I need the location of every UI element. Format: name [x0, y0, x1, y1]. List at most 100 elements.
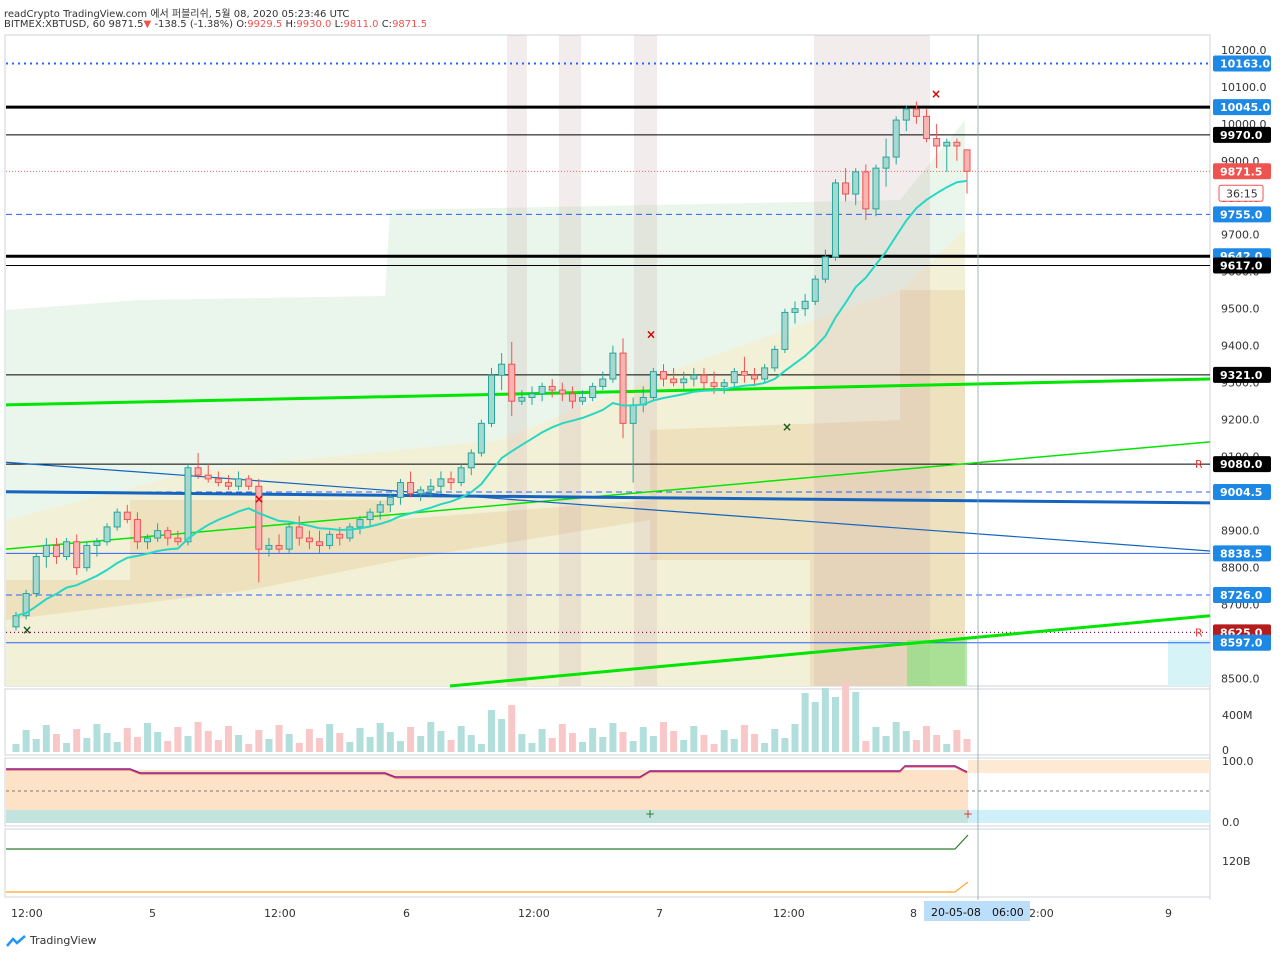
price-label-10045.0[interactable]	[1213, 99, 1271, 116]
price-label-9321.0[interactable]	[1213, 366, 1271, 383]
tradingview-logo[interactable]: TradingView	[6, 934, 96, 947]
candle-body[interactable]	[295, 526, 303, 539]
candle-body[interactable]	[235, 478, 243, 487]
price-label-8726.0[interactable]	[1213, 587, 1271, 604]
candle-body[interactable]	[336, 533, 344, 539]
candle-body[interactable]	[194, 467, 202, 476]
candle-body[interactable]	[214, 478, 222, 484]
candle-body[interactable]	[730, 371, 738, 384]
candle-body[interactable]	[801, 300, 809, 310]
price-label-9080.0[interactable]	[1213, 456, 1271, 473]
candle-body[interactable]	[609, 352, 617, 380]
candle-body[interactable]	[781, 311, 789, 350]
candle-body[interactable]	[700, 374, 708, 384]
candle-body[interactable]	[123, 511, 131, 521]
candle-body[interactable]	[417, 489, 425, 495]
candle-body[interactable]	[670, 378, 678, 384]
candle-body[interactable]	[548, 385, 556, 391]
candle-body[interactable]	[599, 378, 607, 387]
candle-body[interactable]	[538, 385, 546, 395]
candle-body[interactable]	[761, 367, 769, 380]
candle-body[interactable]	[791, 308, 799, 313]
candle-body[interactable]	[184, 467, 192, 543]
candle-body[interactable]	[113, 511, 121, 528]
candle-body[interactable]	[144, 537, 152, 543]
candle-body[interactable]	[842, 182, 850, 195]
candle-body[interactable]	[164, 530, 172, 539]
candle-body[interactable]	[245, 478, 253, 487]
candle-body[interactable]	[154, 530, 162, 539]
candle-body[interactable]	[83, 544, 91, 569]
candle-body[interactable]	[821, 256, 829, 280]
candle-body[interactable]	[882, 156, 890, 169]
candle-body[interactable]	[52, 544, 60, 558]
candle-body[interactable]	[407, 482, 415, 495]
price-label-9871.5[interactable]	[1213, 163, 1271, 180]
candle-body[interactable]	[589, 385, 597, 398]
candle-body[interactable]	[862, 171, 870, 210]
ema-line[interactable]	[15, 179, 968, 617]
price-label-9004.5[interactable]	[1213, 483, 1271, 500]
candle-body[interactable]	[751, 374, 759, 380]
candle-body[interactable]	[933, 138, 941, 147]
candle-body[interactable]	[558, 389, 566, 395]
candle-body[interactable]	[498, 363, 506, 376]
bottom-indicator-pane[interactable]	[4, 828, 1211, 898]
candle-body[interactable]	[831, 182, 839, 258]
candle-body[interactable]	[356, 519, 364, 528]
candle-body[interactable]	[457, 467, 465, 484]
candle-body[interactable]	[872, 167, 880, 210]
candle-body[interactable]	[467, 452, 475, 469]
candle-body[interactable]	[923, 115, 931, 140]
candle-body[interactable]	[366, 511, 374, 521]
candle-body[interactable]	[902, 108, 910, 121]
candle-body[interactable]	[953, 141, 961, 147]
candle-body[interactable]	[680, 378, 688, 384]
candle-body[interactable]	[396, 482, 404, 498]
candle-body[interactable]	[376, 504, 384, 513]
candle-body[interactable]	[710, 382, 718, 387]
blue-trendline-thick[interactable]	[5, 490, 1211, 505]
candle-body[interactable]	[103, 526, 111, 543]
candle-body[interactable]	[619, 352, 627, 424]
candle-body[interactable]	[12, 615, 20, 628]
candle-body[interactable]	[629, 404, 637, 424]
candle-body[interactable]	[346, 526, 354, 539]
green-trendline-lower[interactable]	[449, 614, 1211, 688]
price-label-9970.0[interactable]	[1213, 126, 1271, 143]
candle-body[interactable]	[528, 393, 536, 398]
candle-body[interactable]	[649, 371, 657, 398]
price-label-9755.0[interactable]	[1213, 206, 1271, 223]
candle-body[interactable]	[255, 485, 263, 550]
candle-body[interactable]	[579, 396, 587, 402]
candle-body[interactable]	[912, 108, 920, 117]
candle-body[interactable]	[943, 141, 951, 147]
candle-body[interactable]	[42, 544, 50, 558]
candle-body[interactable]	[427, 485, 435, 491]
price-label-10163.0[interactable]	[1213, 55, 1271, 72]
candle-body[interactable]	[275, 544, 283, 550]
candle-body[interactable]	[740, 371, 748, 376]
price-label-8597.0[interactable]	[1213, 634, 1271, 651]
candle-body[interactable]	[93, 541, 101, 546]
candle-body[interactable]	[811, 278, 819, 302]
candle-body[interactable]	[437, 478, 445, 487]
candle-body[interactable]	[305, 537, 313, 543]
candle-body[interactable]	[285, 526, 293, 550]
candle-body[interactable]	[518, 396, 526, 402]
price-label-9617.0[interactable]	[1213, 257, 1271, 274]
candle-body[interactable]	[224, 482, 232, 487]
symbol-label[interactable]: BITMEX:XBTUSD, 60	[4, 19, 106, 30]
candle-body[interactable]	[690, 374, 698, 380]
candle-body[interactable]	[22, 593, 30, 617]
candle-body[interactable]	[316, 541, 324, 546]
candle-body[interactable]	[508, 363, 516, 402]
candle-body[interactable]	[659, 371, 667, 380]
candle-body[interactable]	[32, 556, 40, 595]
candle-body[interactable]	[852, 171, 860, 195]
candle-body[interactable]	[892, 119, 900, 158]
candle-body[interactable]	[326, 533, 334, 546]
price-label-8838.5[interactable]	[1213, 545, 1271, 562]
candle-body[interactable]	[63, 541, 71, 558]
